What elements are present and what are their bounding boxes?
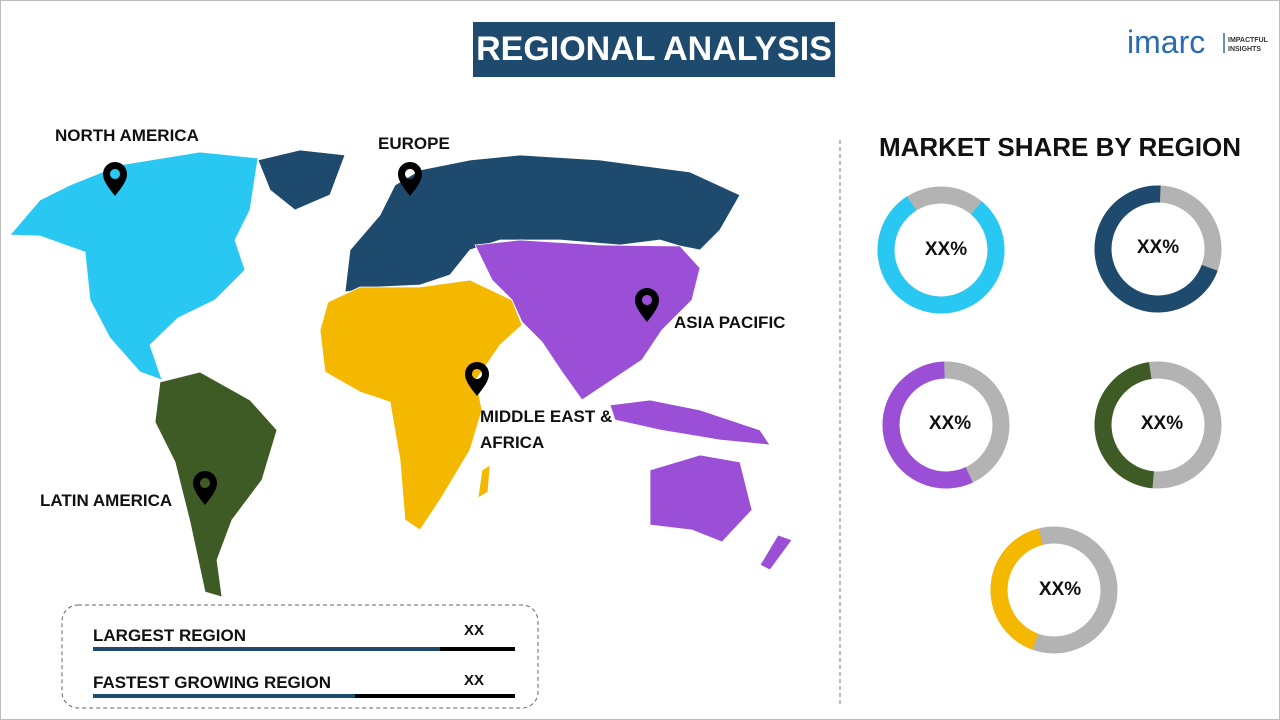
indonesia (609, 399, 771, 446)
region-label: ASIA PACIFIC (674, 313, 785, 332)
pin (193, 471, 217, 505)
donut-arc (1094, 361, 1222, 489)
title: REGIONAL ANALYSIS (476, 30, 832, 68)
europe (344, 154, 741, 293)
summary-value: XX (464, 622, 484, 639)
region-label: AFRICA (480, 433, 544, 452)
donut-arc (877, 186, 1005, 314)
donut-label: XX% (1141, 413, 1183, 434)
pin (465, 362, 489, 396)
donut-label: XX% (1039, 579, 1081, 600)
donut-label: XX% (1137, 237, 1179, 258)
summary-label: LARGEST REGION (93, 626, 246, 645)
pin (635, 288, 659, 322)
title-box (473, 22, 835, 77)
region-label: LATIN AMERICA (40, 491, 172, 510)
new-zealand (759, 534, 793, 571)
region-label: MIDDLE EAST & (480, 407, 612, 426)
summary-box (61, 604, 539, 709)
summary-value: XX (464, 672, 484, 689)
pins (103, 162, 659, 505)
greenland (257, 149, 346, 211)
donut-arc (882, 361, 1010, 489)
donut-arc (990, 526, 1118, 654)
logo-tagline: IMPACTFUL (1228, 37, 1269, 44)
region-label: NORTH AMERICA (55, 126, 199, 145)
pin (398, 162, 422, 196)
logo-tagline: INSIGHTS (1228, 46, 1261, 53)
pin (103, 162, 127, 196)
logo-brand: imarc (1127, 24, 1205, 60)
donut-label: XX% (929, 413, 971, 434)
asia-pacific (474, 239, 701, 401)
world-map (9, 149, 793, 598)
panel-title: MARKET SHARE BY REGION (879, 132, 1241, 162)
summary-label: FASTEST GROWING REGION (93, 673, 331, 692)
middle-east-africa (319, 279, 523, 531)
donut-label: XX% (925, 239, 967, 260)
donuts (877, 185, 1222, 654)
australia (649, 454, 753, 543)
madagascar (477, 464, 491, 499)
region-label: EUROPE (378, 134, 450, 153)
